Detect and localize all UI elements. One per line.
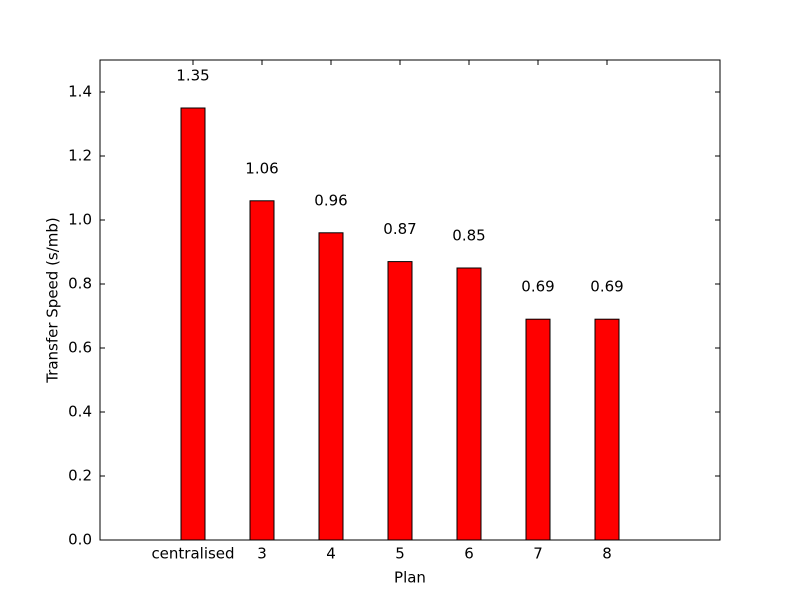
x-tick-label: centralised: [151, 545, 234, 563]
x-tick-label: 5: [395, 545, 405, 563]
y-tick-label: 0.8: [68, 275, 92, 293]
value-label: 0.69: [521, 278, 554, 296]
bar: [180, 107, 206, 541]
x-tick-label: 3: [257, 545, 267, 563]
x-tick-label: 4: [326, 545, 336, 563]
bar: [594, 318, 620, 541]
y-tick-label: 0.2: [68, 467, 92, 485]
value-label: 0.87: [383, 220, 416, 238]
y-tick-label: 0.4: [68, 403, 92, 421]
value-label: 0.96: [314, 191, 347, 209]
y-tick-label: 0.0: [68, 531, 92, 549]
x-tick-label: 8: [602, 545, 612, 563]
bar: [318, 232, 344, 541]
bar: [387, 261, 413, 541]
bar: [249, 200, 275, 541]
x-tick-label: 7: [533, 545, 543, 563]
x-tick-label: 6: [464, 545, 474, 563]
bar: [456, 267, 482, 541]
x-axis-label: Plan: [394, 569, 426, 587]
y-tick-label: 0.6: [68, 339, 92, 357]
value-label: 1.06: [245, 159, 278, 177]
value-label: 1.35: [176, 67, 209, 85]
y-tick-label: 1.2: [68, 147, 92, 165]
y-tick-label: 1.0: [68, 211, 92, 229]
y-axis-label: Transfer Speed (s/mb): [44, 217, 62, 384]
value-label: 0.69: [590, 278, 623, 296]
bar: [525, 318, 551, 541]
value-label: 0.85: [452, 227, 485, 245]
y-tick-label: 1.4: [68, 83, 92, 101]
